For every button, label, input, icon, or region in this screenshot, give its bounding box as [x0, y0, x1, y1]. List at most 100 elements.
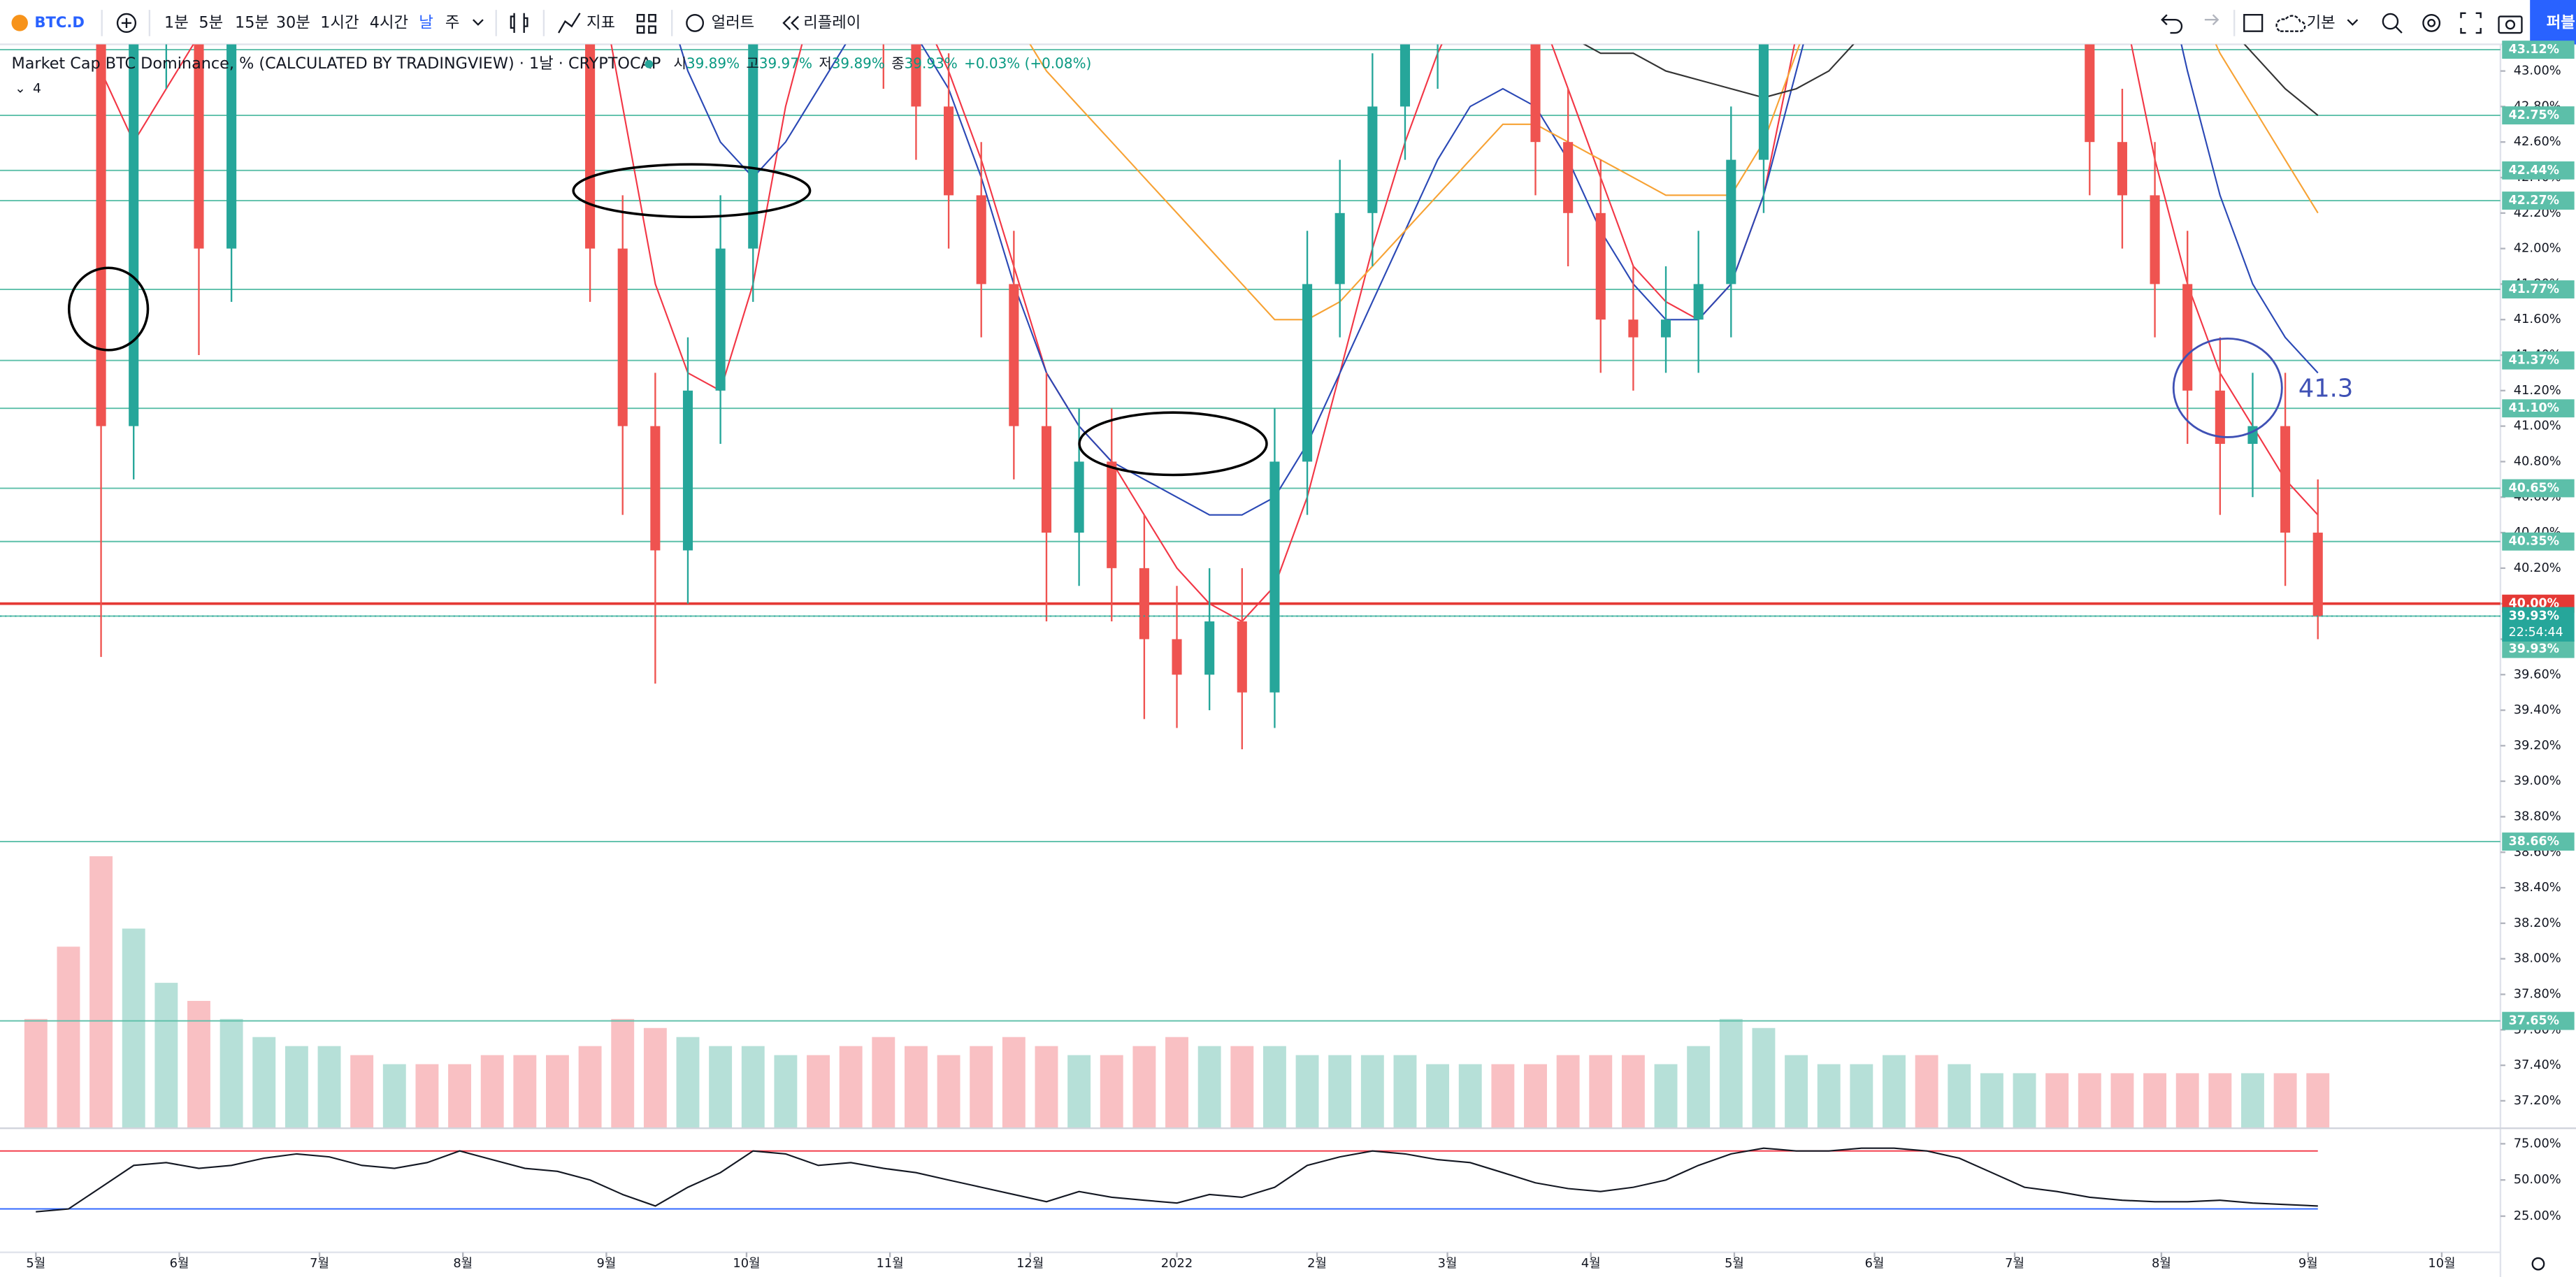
x-tick-label: 10월 [2428, 1256, 2455, 1271]
layout-icon[interactable] [2243, 13, 2264, 32]
volume-bar [1883, 1055, 1906, 1128]
rsi-pane [0, 1147, 2318, 1213]
volume-bar [513, 1055, 537, 1128]
ohlc-change: +0.03% (+0.08%) [964, 55, 1091, 71]
rsi-tick-label: 25.00% [2514, 1209, 2561, 1223]
redo-icon[interactable] [2204, 14, 2219, 26]
moving-average [1583, 44, 2319, 116]
settings-icon[interactable] [2422, 13, 2441, 32]
drawing-circle[interactable] [67, 266, 150, 352]
drawing-ellipse[interactable] [2172, 337, 2283, 438]
add-symbol-icon[interactable] [116, 13, 137, 34]
drawing-ellipse[interactable] [1078, 411, 1268, 477]
candle-body [682, 390, 693, 551]
interval-active[interactable]: 날 [419, 13, 433, 31]
candle-body [2117, 142, 2127, 196]
search-handle [2394, 25, 2403, 34]
pane-collapse[interactable]: ⌄ [15, 81, 26, 96]
x-tick-label: 7월 [310, 1256, 329, 1271]
chart-type-icon[interactable] [510, 13, 528, 34]
drawing-ellipse[interactable] [572, 163, 812, 219]
settings-hub [2427, 19, 2436, 27]
publish-label[interactable]: 퍼블 [2547, 13, 2575, 31]
volume-bar [154, 983, 178, 1128]
volume-bar [807, 1055, 830, 1128]
x-tick-label: 2022 [1161, 1256, 1193, 1271]
interval[interactable]: 15분 [235, 13, 269, 31]
y-tick-label: 39.60% [2514, 667, 2561, 681]
volume-bar [1621, 1055, 1645, 1128]
interval[interactable]: 1분 [164, 13, 189, 31]
level-label-bg [2502, 161, 2575, 180]
x-tick-label: 5월 [26, 1256, 45, 1271]
axes: 37.20%37.40%37.60%37.80%38.00%38.20%38.4… [26, 41, 2575, 1271]
candle-body [1530, 44, 1541, 143]
level-label-bg [2502, 106, 2575, 125]
volume-bar [448, 1064, 472, 1128]
level-label-bg [2502, 280, 2575, 298]
volume-bar [1491, 1064, 1515, 1128]
snapshot-icon[interactable] [2498, 15, 2523, 34]
volume-bar [872, 1037, 895, 1128]
candle-body [748, 44, 758, 249]
fullscreen-icon[interactable] [2460, 12, 2482, 34]
y-tick-label: 38.40% [2514, 880, 2561, 895]
ohlc-key: 시 [674, 55, 686, 71]
templates-icon[interactable] [636, 13, 645, 22]
level-label-bg [2502, 479, 2575, 498]
candle-body [715, 248, 726, 391]
candle-body [976, 195, 986, 284]
axis-settings-icon[interactable] [2531, 1257, 2545, 1271]
alert-icon[interactable] [686, 13, 705, 32]
volume-bar [1262, 1046, 1286, 1128]
last-price-label: 39.93% [2509, 609, 2559, 623]
layout-menu[interactable] [2347, 19, 2359, 26]
replay[interactable]: 리플레이 [803, 13, 861, 31]
volume-bar [122, 928, 145, 1128]
main-pane [0, 44, 2501, 1128]
replay-icon[interactable] [782, 15, 799, 31]
ohlc-value: 39.89% [686, 55, 740, 71]
volume-bar [382, 1064, 406, 1128]
candle-body [226, 44, 237, 249]
cloud-icon[interactable] [2275, 15, 2306, 32]
interval[interactable]: 4시간 [370, 13, 408, 31]
symbol[interactable]: BTC.D [34, 13, 85, 31]
candle-body [1628, 319, 1639, 338]
level-label: 43.12% [2509, 43, 2559, 57]
interval[interactable]: 30분 [276, 13, 310, 31]
volume-bar [1295, 1055, 1319, 1128]
volume-bar [1100, 1055, 1123, 1128]
alert[interactable]: 얼러트 [712, 13, 755, 31]
indicators[interactable]: 지표 [587, 13, 615, 31]
candle-body [944, 106, 954, 196]
templates-icon[interactable] [636, 25, 645, 34]
candle-body [585, 44, 596, 249]
y-tick-label: 40.20% [2514, 561, 2561, 575]
legend: Market Cap BTC Dominance, % (CALCULATED … [11, 55, 1091, 96]
candle-body [2182, 284, 2193, 391]
legend-title: Market Cap BTC Dominance, % (CALCULATED … [11, 55, 661, 73]
search-icon[interactable] [2382, 13, 2399, 30]
x-tick-label: 2월 [1307, 1256, 1327, 1271]
candle-body [1758, 44, 1769, 160]
interval-menu[interactable] [473, 19, 484, 26]
volume-bar [709, 1046, 733, 1128]
interval[interactable]: 5분 [199, 13, 223, 31]
indicators-icon[interactable] [558, 13, 581, 34]
volume-bar [611, 1018, 635, 1128]
volume-bar [937, 1055, 960, 1128]
last-price-bg [2502, 607, 2575, 642]
publish-button[interactable] [2530, 0, 2576, 45]
annotation[interactable]: 41.3 [2298, 374, 2353, 403]
layout-name[interactable]: 기본 [2307, 13, 2336, 31]
ohlc-key: 종 [891, 55, 904, 71]
interval[interactable]: 1시간 [320, 13, 359, 31]
y-tick-label: 39.40% [2514, 702, 2561, 717]
interval[interactable]: 주 [445, 13, 460, 31]
undo-icon[interactable] [2161, 14, 2183, 34]
templates-icon[interactable] [648, 13, 656, 22]
templates-icon[interactable] [648, 25, 656, 34]
volume-bar [2241, 1073, 2264, 1128]
volume-bar [1719, 1018, 1743, 1128]
